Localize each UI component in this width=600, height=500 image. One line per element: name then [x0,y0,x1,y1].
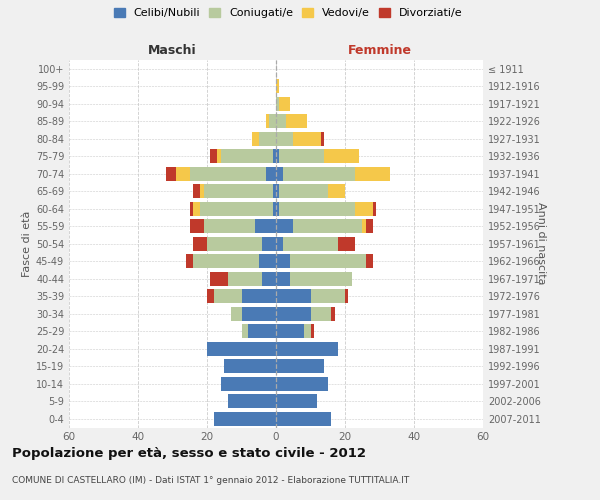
Bar [214,412,276,426]
Bar [252,132,259,145]
Bar [276,150,280,163]
Bar [283,167,355,180]
Bar [311,324,314,338]
Bar [187,254,193,268]
Bar [293,220,362,233]
Bar [217,150,221,163]
Y-axis label: Fasce di età: Fasce di età [22,210,32,277]
Bar [321,132,325,145]
Bar [214,290,241,303]
Bar [276,412,331,426]
Text: Popolazione per età, sesso e stato civile - 2012: Popolazione per età, sesso e stato civil… [12,448,366,460]
Bar [276,220,293,233]
Bar [276,80,280,93]
Bar [207,342,276,355]
Bar [241,324,248,338]
Bar [211,150,217,163]
Bar [193,237,207,250]
Bar [193,202,200,215]
Bar [241,307,276,320]
Bar [373,202,376,215]
Bar [276,184,280,198]
Bar [345,290,349,303]
Bar [259,254,276,268]
Bar [280,150,324,163]
Bar [248,324,276,338]
Bar [325,150,359,163]
Bar [276,97,280,110]
Bar [176,167,190,180]
Bar [355,202,373,215]
Bar [259,132,276,145]
Bar [228,272,262,285]
Bar [203,220,256,233]
Bar [328,184,345,198]
Y-axis label: Anni di nascita: Anni di nascita [536,202,546,285]
Bar [276,202,280,215]
Bar [338,237,355,250]
Bar [280,184,328,198]
Bar [290,254,366,268]
Bar [241,290,276,303]
Legend: Celibi/Nubili, Coniugati/e, Vedovi/e, Divorziati/e: Celibi/Nubili, Coniugati/e, Vedovi/e, Di… [112,6,464,20]
Bar [276,394,317,408]
Bar [276,342,338,355]
Bar [276,324,304,338]
Bar [272,202,276,215]
Bar [311,290,345,303]
Bar [276,377,328,390]
Bar [200,202,272,215]
Bar [221,377,276,390]
Bar [207,290,214,303]
Bar [311,307,331,320]
Bar [193,254,259,268]
Bar [276,167,283,180]
Bar [256,220,276,233]
Bar [293,132,321,145]
Bar [272,150,276,163]
Bar [362,220,366,233]
Bar [231,307,241,320]
Text: Femmine: Femmine [347,44,412,58]
Bar [262,272,276,285]
Bar [228,394,276,408]
Bar [366,254,373,268]
Bar [224,360,276,373]
Bar [355,167,390,180]
Bar [190,202,193,215]
Bar [190,220,203,233]
Bar [276,114,286,128]
Bar [200,184,203,198]
Bar [331,307,335,320]
Bar [190,167,266,180]
Bar [276,272,290,285]
Text: COMUNE DI CASTELLARO (IM) - Dati ISTAT 1° gennaio 2012 - Elaborazione TUTTITALIA: COMUNE DI CASTELLARO (IM) - Dati ISTAT 1… [12,476,409,485]
Bar [286,114,307,128]
Bar [283,237,338,250]
Bar [276,360,325,373]
Bar [221,150,272,163]
Bar [276,237,283,250]
Bar [290,272,352,285]
Bar [276,254,290,268]
Bar [207,237,262,250]
Bar [211,272,228,285]
Bar [276,132,293,145]
Bar [304,324,311,338]
Bar [276,290,311,303]
Bar [262,237,276,250]
Bar [366,220,373,233]
Bar [280,97,290,110]
Bar [193,184,200,198]
Bar [276,307,311,320]
Bar [272,184,276,198]
Text: Maschi: Maschi [148,44,197,58]
Bar [203,184,272,198]
Bar [266,167,276,180]
Bar [269,114,276,128]
Bar [166,167,176,180]
Bar [280,202,355,215]
Bar [266,114,269,128]
